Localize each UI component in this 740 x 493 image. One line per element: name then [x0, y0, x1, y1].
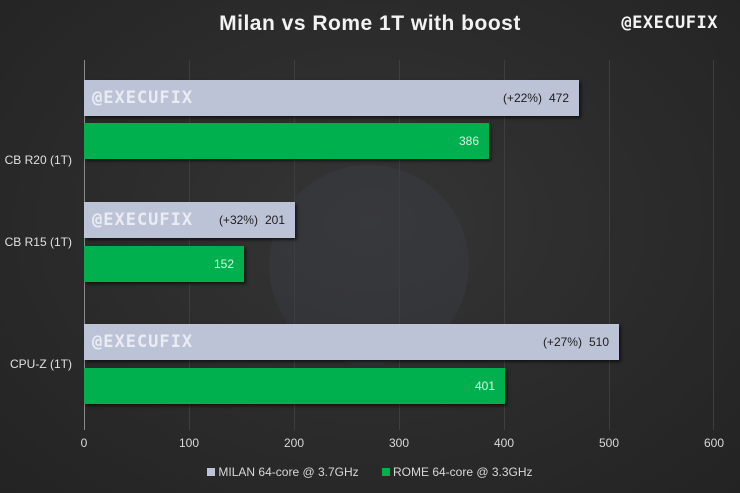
x-tick: 0 — [80, 436, 88, 450]
chart-title: Milan vs Rome 1T with boost — [219, 12, 521, 35]
bar-watermark: @EXECUFIX — [92, 210, 194, 230]
gridline — [504, 60, 505, 430]
bar-milan-cbr20: @EXECUFIX (+22%) 472 — [84, 80, 579, 116]
x-tick: 200 — [283, 436, 305, 450]
category-label: CPU-Z (1T) — [10, 357, 72, 371]
bar-watermark: @EXECUFIX — [92, 88, 194, 108]
category-label: CB R15 (1T) — [4, 235, 72, 249]
gridline — [713, 60, 714, 430]
legend-item-milan: MILAN 64-core @ 3.7GHz — [207, 465, 359, 479]
brand-logo: @EXECUFIX — [621, 13, 718, 33]
bar-milan-cbr15: @EXECUFIX (+32%) 201 — [84, 202, 295, 238]
bar-rome-cbr20: 386 — [84, 123, 489, 159]
x-tick: 600 — [703, 436, 725, 450]
x-tick: 300 — [388, 436, 410, 450]
x-tick: 400 — [493, 436, 515, 450]
bar-rome-cpuz: 401 — [84, 368, 505, 404]
bar-milan-cpuz: @EXECUFIX (+27%) 510 — [84, 324, 619, 360]
y-axis-line — [84, 60, 85, 430]
legend-swatch-icon — [382, 468, 390, 476]
bar-rome-cbr15: 152 — [84, 246, 244, 282]
gridline — [294, 60, 295, 430]
bar-value-label: 152 — [213, 257, 234, 271]
legend-swatch-icon — [207, 468, 216, 476]
bar-value-label: (+32%) 201 — [218, 213, 285, 227]
gridline — [399, 60, 400, 430]
legend: MILAN 64-core @ 3.7GHz ROME 64-core @ 3.… — [0, 465, 740, 479]
bar-watermark: @EXECUFIX — [92, 332, 194, 352]
gridline — [609, 60, 610, 430]
plot-area: @EXECUFIX (+22%) 472 386 @EXECUFIX (+32%)… — [84, 60, 714, 430]
gridline — [189, 60, 190, 430]
bar-value-label: (+22%) 472 — [502, 91, 569, 105]
legend-item-rome: ROME 64-core @ 3.3GHz — [382, 465, 533, 479]
bar-value-label: (+27%) 510 — [542, 335, 609, 349]
x-tick: 100 — [178, 436, 200, 450]
bar-value-label: 401 — [474, 379, 495, 393]
x-tick: 500 — [598, 436, 620, 450]
category-label: CB R20 (1T) — [4, 153, 72, 167]
bar-value-label: 386 — [458, 134, 479, 148]
